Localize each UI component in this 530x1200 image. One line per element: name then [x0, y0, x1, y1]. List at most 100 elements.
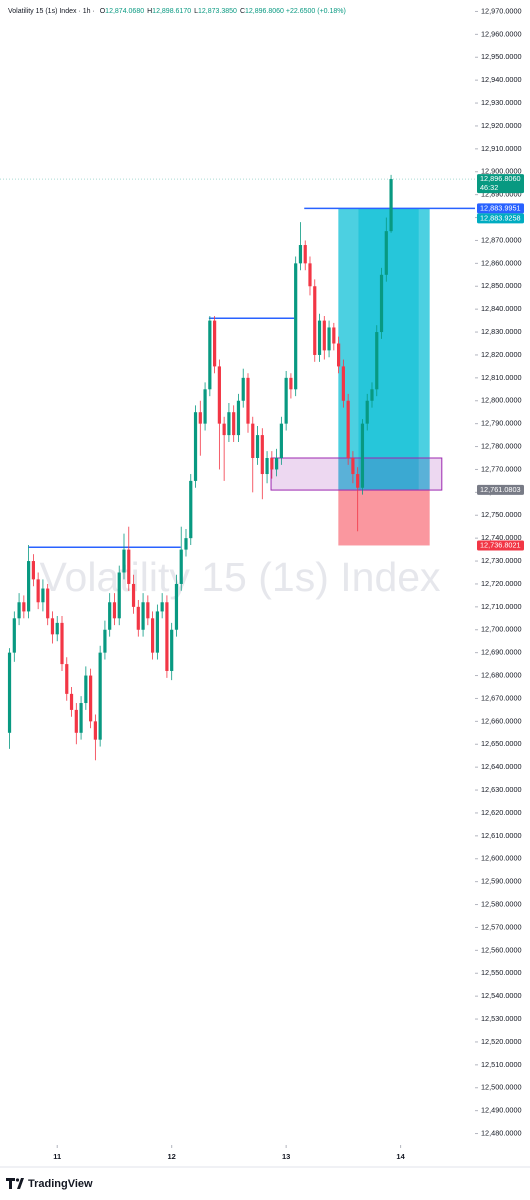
y-tick-label: 12,840.0000 — [481, 304, 522, 313]
y-tick-label: 12,700.0000 — [481, 625, 522, 634]
candle-body — [7, 652, 12, 733]
candle-body — [93, 721, 97, 740]
y-tick-label: 12,510.0000 — [481, 1060, 522, 1069]
candle-body — [294, 263, 298, 390]
candle-body — [255, 435, 260, 458]
candle-body — [98, 652, 102, 740]
change: +22.6500 (+0.18%) — [285, 8, 346, 15]
price-tag — [477, 203, 524, 214]
ohlc-key: C — [239, 8, 246, 15]
candle-body — [203, 389, 207, 424]
y-tick-label: 12,570.0000 — [481, 922, 522, 931]
price-tag-label: 12,883.9258 — [480, 213, 521, 222]
candle-body — [36, 579, 40, 603]
candle-body — [370, 389, 374, 401]
y-tick-label: 12,720.0000 — [481, 579, 522, 588]
candle-body — [174, 583, 179, 630]
candle-body — [251, 423, 255, 458]
candle-body — [131, 583, 136, 607]
candle-body — [303, 245, 307, 264]
candle-body — [122, 549, 126, 573]
y-tick-label: 12,650.0000 — [481, 739, 522, 748]
ohlc-key: L — [194, 8, 199, 15]
ohlc: O12,874.0680 H12,898.6170 L12,873.3850 C12,… — [97, 8, 284, 15]
y-tick-label: 12,580.0000 — [481, 899, 522, 908]
candle-body — [332, 327, 336, 344]
y-tick-label: 12,930.0000 — [481, 98, 522, 107]
candle-body — [84, 675, 88, 704]
price-tag-label: 12,761.0803 — [480, 485, 521, 494]
x-tick-label: 14 — [396, 1152, 405, 1161]
candle-body — [322, 320, 326, 351]
candle-body — [346, 400, 350, 458]
candle-body — [260, 435, 264, 475]
candle-body — [308, 263, 312, 287]
y-tick-label: 12,490.0000 — [481, 1106, 522, 1115]
ohlc-value: 12,896.8060 — [245, 8, 284, 15]
y-tick-label: 12,780.0000 — [481, 441, 522, 450]
ohlc-key: H — [147, 8, 153, 15]
candle-body — [337, 343, 341, 367]
watermark: Volatility 15 (1s) Index — [39, 554, 441, 600]
candle-body — [31, 561, 35, 580]
candle-body — [170, 629, 174, 671]
y-tick-label: 12,970.0000 — [481, 6, 522, 15]
y-tick-label: 12,710.0000 — [481, 602, 522, 611]
candle-body — [356, 474, 360, 488]
target-zone-inner — [358, 208, 419, 490]
brand-logo: TradingView — [6, 1178, 93, 1190]
y-tick-label: 12,520.0000 — [481, 1037, 522, 1046]
candle-body — [103, 629, 107, 653]
candle-body — [208, 320, 212, 390]
y-tick-label: 12,900.0000 — [481, 167, 522, 176]
ohlc-key: O — [99, 8, 106, 15]
countdown: 46:32 — [480, 183, 498, 192]
candle-body — [179, 549, 183, 584]
y-tick-label: 12,750.0000 — [481, 510, 522, 519]
candle-body — [341, 366, 345, 401]
candle-body — [12, 618, 16, 653]
candle-body — [46, 588, 50, 619]
candle-body — [265, 458, 269, 475]
y-tick-label: 12,830.0000 — [481, 327, 522, 336]
candle-body — [27, 561, 31, 612]
price-axis: 12,480.0000 12,490.0000 12,500.0000 12,510.… — [53, 6, 524, 1161]
candle-body — [165, 602, 169, 671]
candle-body — [360, 423, 365, 488]
x-tick-label: 11 — [53, 1152, 61, 1161]
y-tick-label: 12,850.0000 — [481, 281, 522, 290]
candle-body — [270, 458, 274, 470]
candle-body — [89, 675, 93, 722]
candle-body — [136, 606, 140, 630]
candle-body — [198, 412, 202, 424]
y-tick-label: 12,690.0000 — [481, 648, 522, 657]
price-tag-label: 12,883.9951 — [480, 203, 521, 212]
legend-header: Volatility 15 (1s) Index · 1h · O12,874.… — [8, 8, 346, 15]
brand-name: TradingView — [28, 1178, 93, 1190]
candle-body — [160, 602, 164, 612]
x-tick-label: 12 — [168, 1152, 176, 1161]
ohlc-value: 12,874.0680 — [105, 8, 145, 15]
candle-body — [65, 664, 69, 694]
price-tag-label: 12,736.8021 — [480, 540, 521, 549]
candle-body — [127, 549, 131, 584]
candle-body — [22, 602, 26, 612]
y-tick-label: 12,560.0000 — [481, 945, 522, 954]
y-tick-label: 12,550.0000 — [481, 968, 522, 977]
candle-body — [117, 572, 121, 619]
price-tag — [477, 213, 524, 224]
candle-body — [112, 602, 117, 619]
candle-body — [50, 618, 55, 635]
candle-body — [351, 458, 355, 475]
y-tick-label: 12,680.0000 — [481, 670, 522, 679]
y-tick-label: 12,590.0000 — [481, 877, 522, 886]
y-tick-label: 12,790.0000 — [481, 419, 522, 428]
candle-body — [184, 538, 188, 550]
y-tick-label: 12,960.0000 — [481, 29, 522, 38]
candle-body — [141, 602, 145, 630]
candle-body — [279, 423, 283, 458]
drawings — [0, 178, 475, 549]
y-tick-label: 12,660.0000 — [481, 716, 522, 725]
candle-body — [232, 412, 236, 436]
